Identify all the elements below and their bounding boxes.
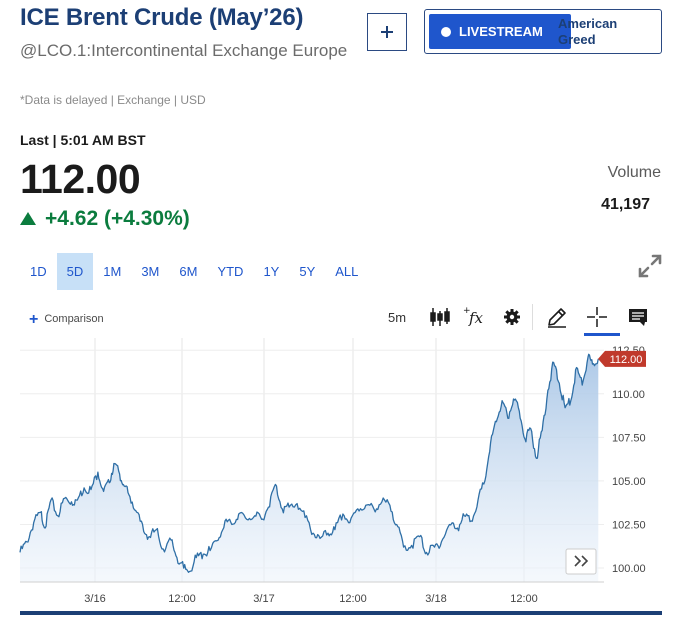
up-arrow-icon <box>20 211 36 225</box>
price-change-value: +4.62 (+4.30%) <box>45 207 190 230</box>
range-1y[interactable]: 1Y <box>263 264 280 279</box>
x-tick-label: 3/16 <box>84 593 105 605</box>
bottom-divider <box>20 611 662 615</box>
double-chevron-right-icon <box>574 555 589 567</box>
exchange-subtitle: @LCO.1:Intercontinental Exchange Europe <box>20 41 348 60</box>
live-dot-icon <box>441 26 451 37</box>
comparison-label: Comparison <box>44 313 104 325</box>
toolbar-divider <box>532 304 533 330</box>
svg-text:+: + <box>463 306 471 316</box>
add-to-watchlist-button[interactable] <box>367 13 407 51</box>
svg-text:fx: fx <box>468 309 484 327</box>
range-3m[interactable]: 3M <box>141 264 160 279</box>
range-5d[interactable]: 5D <box>56 253 94 290</box>
livestream-button[interactable]: LIVESTREAM <box>429 14 571 49</box>
instrument-title: ICE Brent Crude (May’26) <box>20 4 304 31</box>
y-tick-label: 100.00 <box>612 563 646 575</box>
range-all[interactable]: ALL <box>335 264 359 279</box>
candlestick-icon[interactable] <box>428 305 452 329</box>
x-tick-label: 12:00 <box>510 593 538 605</box>
y-tick-label: 102.50 <box>612 519 646 531</box>
range-6m[interactable]: 6M <box>179 264 198 279</box>
y-tick-label: 107.50 <box>612 432 646 444</box>
x-tick-label: 12:00 <box>339 593 367 605</box>
time-range-selector: 1D 5D 1M 3M 6M YTD 1Y 5Y ALL <box>20 253 368 290</box>
price-change: +4.62 (+4.30%) <box>20 207 190 231</box>
current-price-label: 112.00 <box>610 354 643 366</box>
function-icon[interactable]: + fx <box>462 305 486 329</box>
volume-label: Volume <box>607 164 661 181</box>
price-chart[interactable]: 3/16 12:00 3/17 12:00 3/18 12:00 100.00 102.50 1… <box>0 338 680 608</box>
pencil-icon[interactable] <box>545 305 569 329</box>
livestream-card[interactable]: LIVESTREAM American Greed <box>424 9 662 54</box>
range-5y[interactable]: 5Y <box>299 264 316 279</box>
y-tick-label: 110.00 <box>612 389 645 401</box>
price-line <box>19 353 599 573</box>
crosshair-active-indicator <box>584 333 620 336</box>
price-area <box>20 354 599 582</box>
plus-icon: + <box>29 310 39 328</box>
interval-selector[interactable]: 5m <box>387 309 407 325</box>
gear-icon[interactable] <box>500 305 524 329</box>
expand-icon[interactable] <box>637 253 663 279</box>
volume-value: 41,197 <box>601 196 650 213</box>
notes-icon[interactable] <box>626 305 650 329</box>
y-tick-label: 105.00 <box>612 476 646 488</box>
livestream-show-title[interactable]: American Greed <box>558 16 618 47</box>
plus-icon <box>381 26 393 38</box>
delayed-data-note: *Data is delayed | Exchange | USD <box>20 93 206 107</box>
last-trade-time: Last | 5:01 AM BST <box>20 132 146 148</box>
range-ytd[interactable]: YTD <box>217 264 244 279</box>
last-price: 112.00 <box>20 156 141 202</box>
x-tick-label: 12:00 <box>168 593 196 605</box>
scroll-to-latest-button[interactable] <box>565 548 597 575</box>
x-tick-label: 3/18 <box>425 593 446 605</box>
comparison-button[interactable]: + Comparison <box>29 310 104 328</box>
crosshair-icon[interactable] <box>585 305 609 329</box>
livestream-label: LIVESTREAM <box>459 24 543 39</box>
current-price-tag <box>598 350 646 367</box>
x-tick-label: 3/17 <box>253 593 274 605</box>
range-1d[interactable]: 1D <box>30 264 47 279</box>
range-1m[interactable]: 1M <box>103 264 122 279</box>
